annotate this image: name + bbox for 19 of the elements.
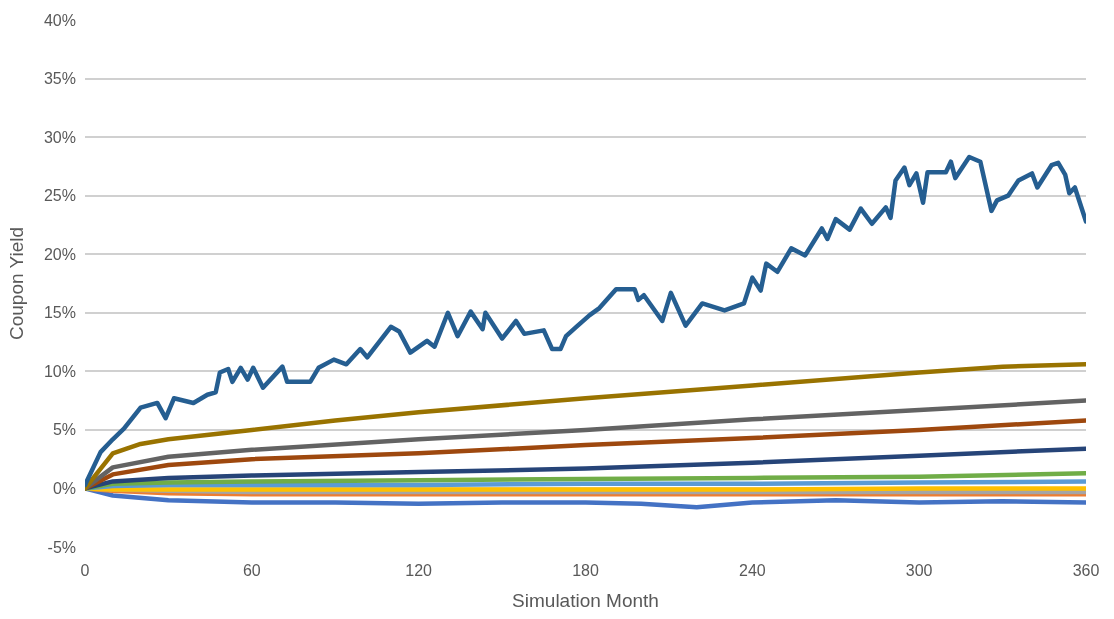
x-tick-label: 120 bbox=[405, 562, 433, 579]
y-tick-label: 15% bbox=[43, 304, 76, 322]
y-tick-label: 5% bbox=[52, 421, 76, 439]
y-tick-label: 40% bbox=[43, 11, 76, 29]
y-tick-label: 35% bbox=[43, 70, 76, 88]
x-tick-label: 180 bbox=[572, 562, 599, 579]
y-tick-label: 10% bbox=[43, 362, 76, 380]
x-tick-label: 0 bbox=[80, 562, 90, 579]
y-tick-label: 30% bbox=[43, 128, 76, 146]
y-tick-label: -5% bbox=[47, 538, 76, 556]
y-tick-label: 0% bbox=[52, 480, 76, 498]
x-tick-label: 240 bbox=[738, 562, 766, 579]
x-tick-label: 60 bbox=[242, 562, 261, 579]
x-axis-title: Simulation Month bbox=[512, 589, 659, 611]
x-tick-label: 300 bbox=[905, 562, 933, 579]
y-axis-title: Coupon Yield bbox=[5, 226, 27, 341]
y-tick-label: 20% bbox=[43, 245, 76, 263]
y-tick-label: 25% bbox=[43, 187, 76, 205]
x-tick-label: 360 bbox=[1072, 562, 1100, 579]
